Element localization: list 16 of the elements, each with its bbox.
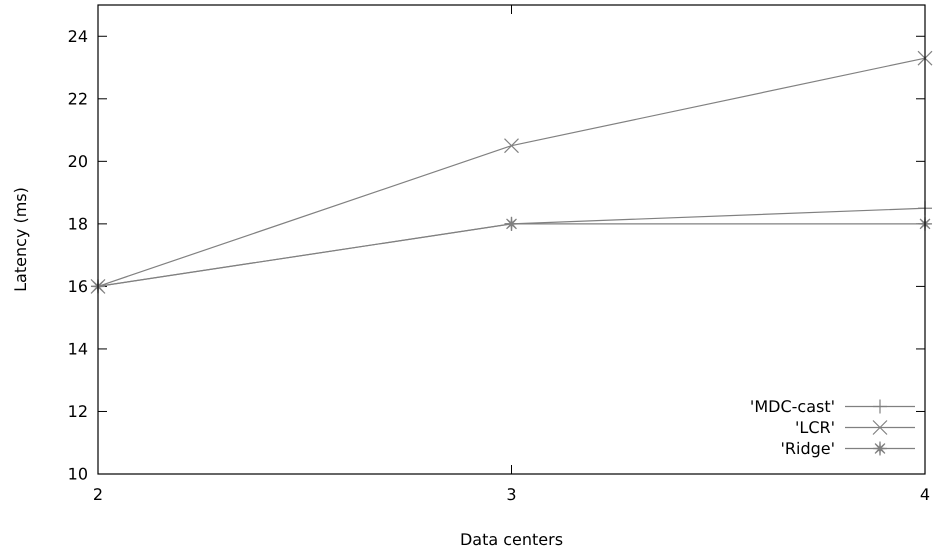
legend-label: 'Ridge' <box>780 439 835 458</box>
y-tick-label: 18 <box>68 214 88 234</box>
y-tick-label: 20 <box>68 152 88 171</box>
y-tick-label: 12 <box>68 402 88 422</box>
y-tick-label: 14 <box>68 340 88 359</box>
x-tick-label: 3 <box>506 485 517 504</box>
y-axis-title: Latency (ms) <box>11 187 30 292</box>
x-tick-label: 2 <box>92 485 104 504</box>
legend-label: 'MDC-cast' <box>750 397 835 416</box>
legend-label: 'LCR' <box>795 418 835 438</box>
y-tick-label: 16 <box>68 277 88 296</box>
x-tick-label: 4 <box>920 485 930 504</box>
y-tick-label: 24 <box>68 26 88 46</box>
x-axis-title: Data centers <box>460 530 564 549</box>
y-tick-label: 10 <box>68 464 88 484</box>
y-tick-label: 22 <box>68 89 88 108</box>
